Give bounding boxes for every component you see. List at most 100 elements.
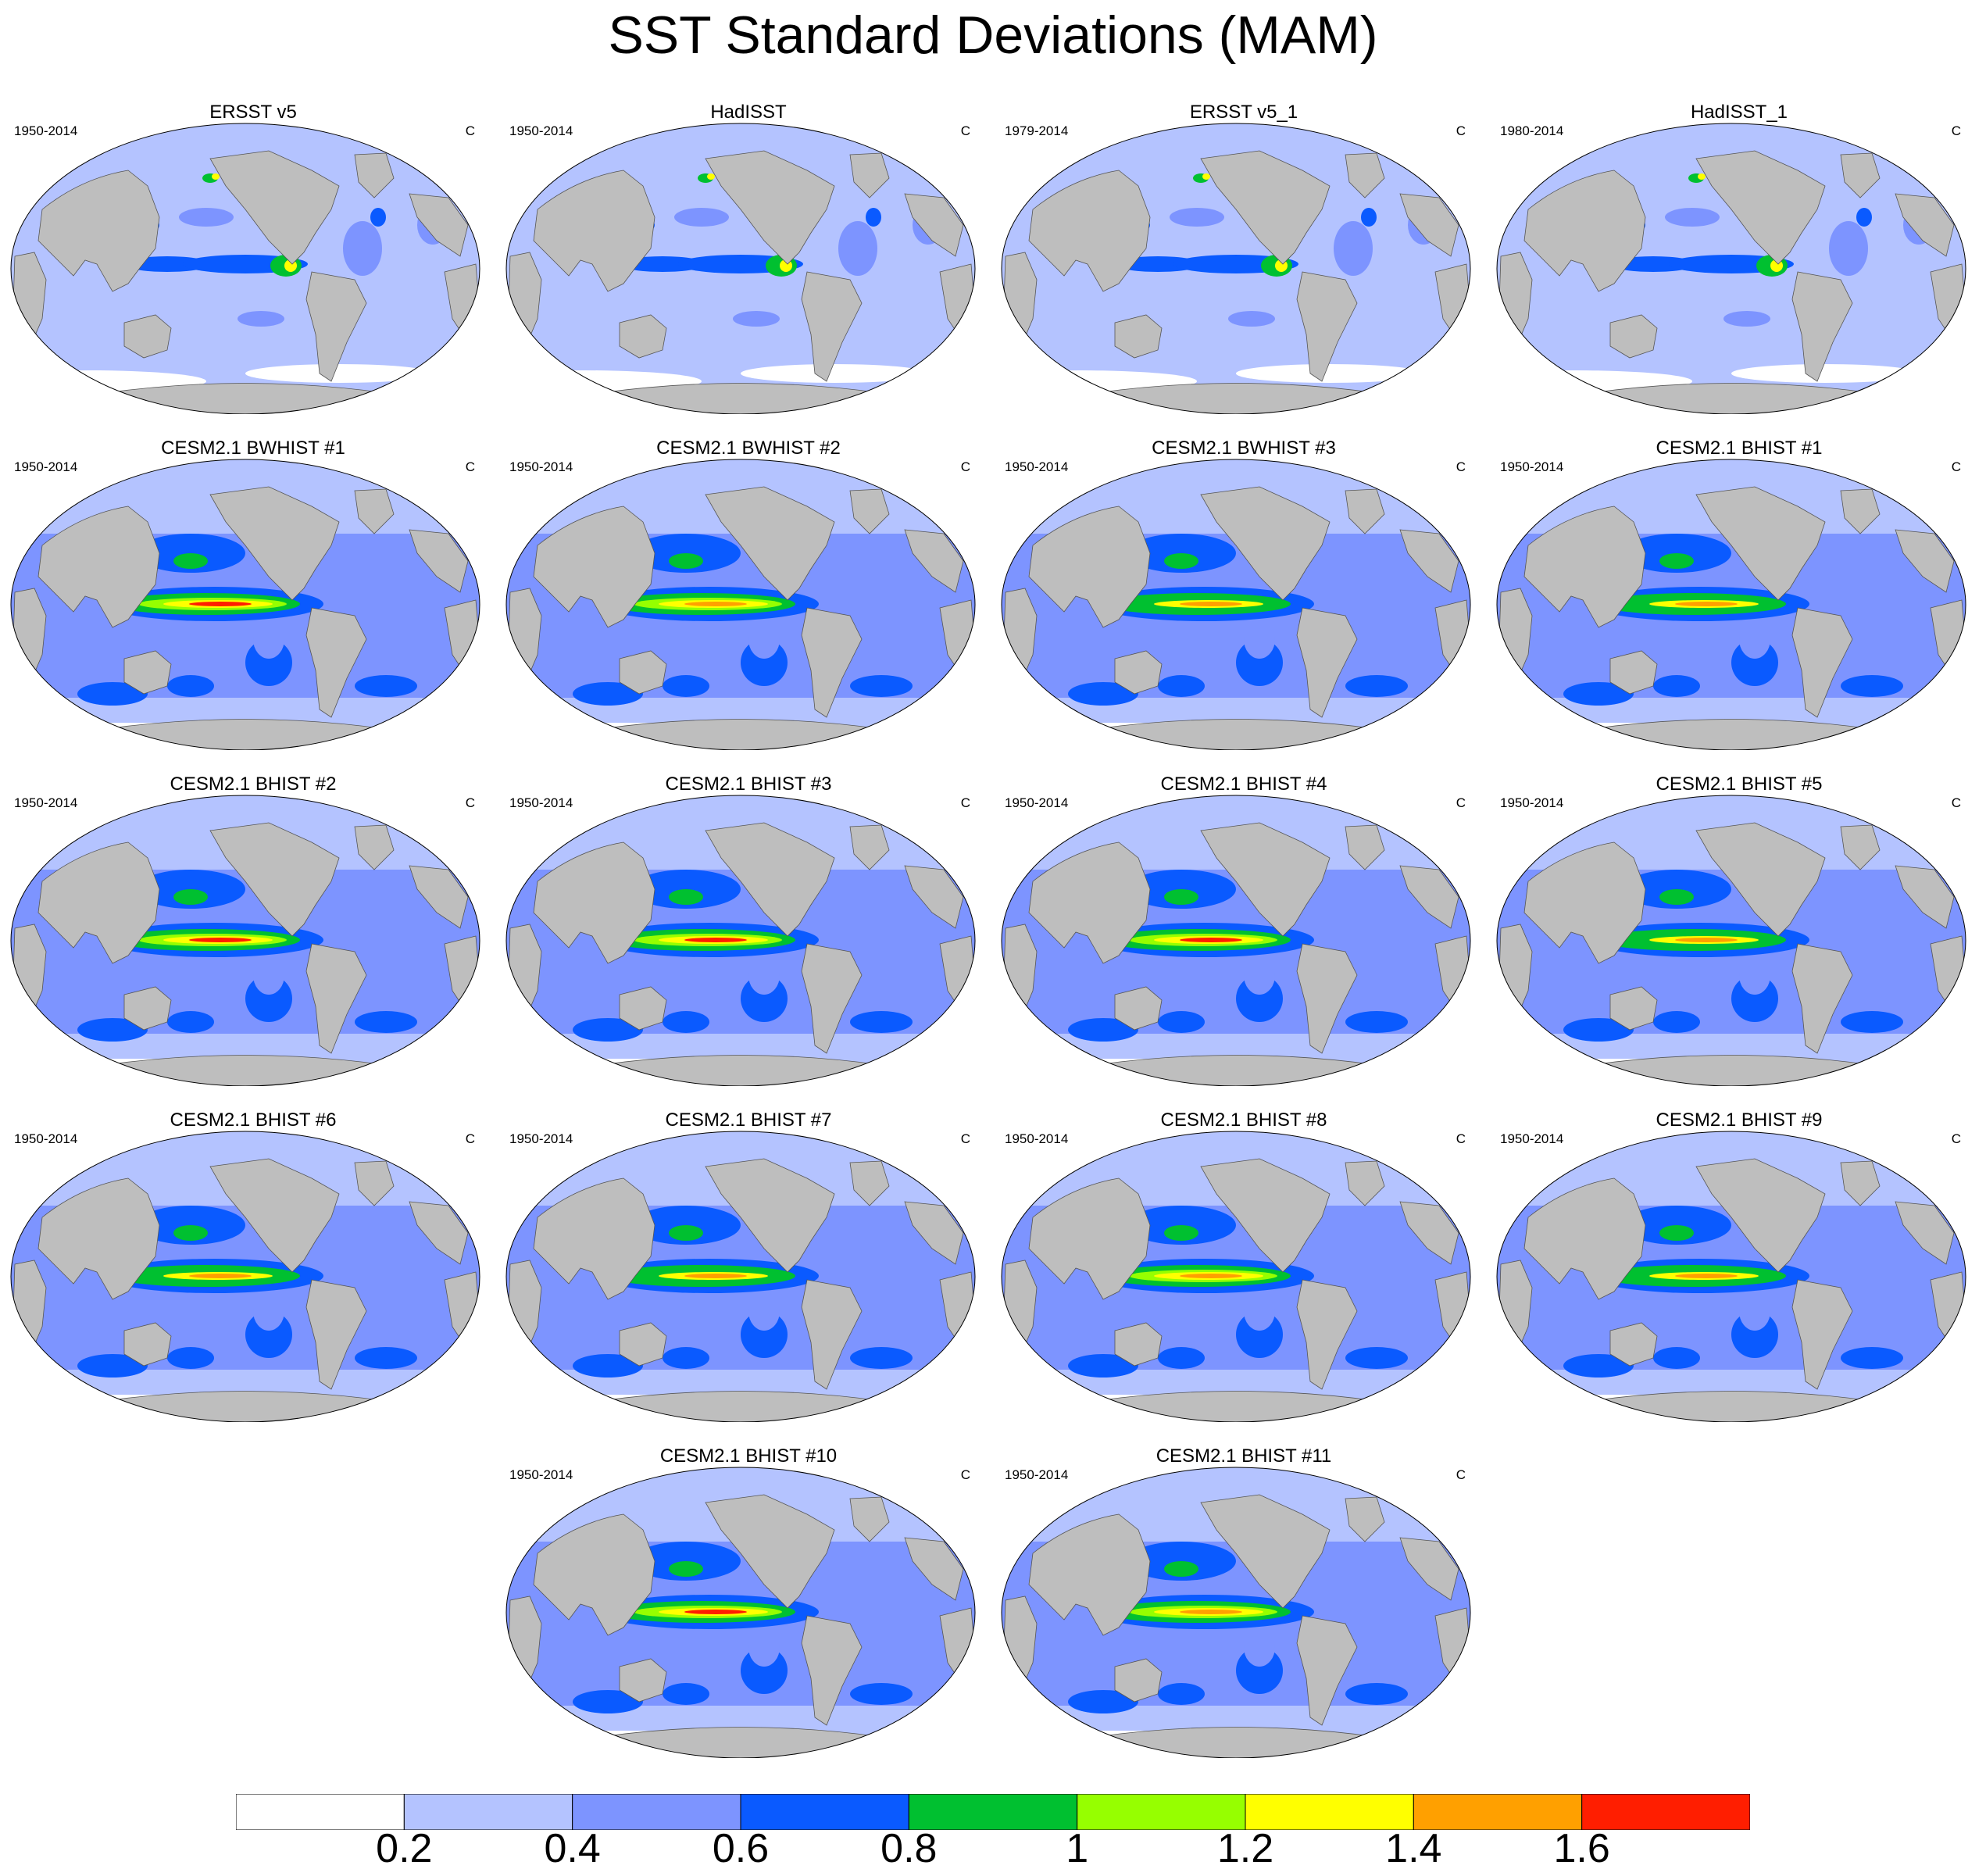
sst-contour bbox=[1841, 1347, 1903, 1369]
world-map bbox=[10, 1131, 480, 1422]
landmass bbox=[1028, 1177, 1151, 1300]
panel-period: 1980-2014 bbox=[1500, 123, 1564, 138]
world-map bbox=[1001, 459, 1471, 750]
panel-period: 1950-2014 bbox=[1005, 1131, 1069, 1146]
panel-period: 1950-2014 bbox=[509, 1467, 573, 1482]
landmass bbox=[1791, 943, 1853, 1054]
landmass bbox=[1028, 1513, 1151, 1636]
sst-contour bbox=[1653, 675, 1700, 697]
sst-contour bbox=[167, 675, 214, 697]
sst-contour bbox=[167, 1011, 214, 1033]
panel-units: C bbox=[960, 795, 970, 810]
sst-contour bbox=[1675, 938, 1738, 942]
sst-contour bbox=[1563, 682, 1634, 706]
map-panel: CESM2.1 BHIST #9 1950-2014 C bbox=[1494, 1110, 1984, 1422]
map-border bbox=[1001, 459, 1471, 750]
world-map bbox=[10, 459, 480, 750]
sst-contour bbox=[1361, 208, 1377, 227]
sst-contour bbox=[1158, 1011, 1205, 1033]
sst-contour bbox=[573, 1354, 643, 1378]
landmass bbox=[1095, 719, 1377, 750]
panel-units: C bbox=[1951, 795, 1961, 810]
landmass bbox=[1345, 824, 1385, 870]
landmass bbox=[1095, 1727, 1377, 1758]
sst-contour bbox=[1228, 311, 1275, 327]
panel-title: CESM2.1 BHIST #10 bbox=[659, 1445, 838, 1467]
sst-contour bbox=[1841, 675, 1903, 697]
sst-contour bbox=[1164, 1225, 1198, 1241]
sst-contour bbox=[173, 1225, 208, 1241]
sst-contour bbox=[663, 1683, 709, 1705]
map-panel: CESM2.1 BHIST #11 1950-2014 C bbox=[998, 1445, 1489, 1758]
sst-contour bbox=[343, 221, 382, 276]
panel-period: 1950-2014 bbox=[1500, 1131, 1564, 1146]
landmass bbox=[1296, 271, 1358, 382]
landmass bbox=[38, 506, 160, 628]
landmass bbox=[1345, 1160, 1385, 1206]
panel-period: 1950-2014 bbox=[1500, 795, 1564, 810]
map-border bbox=[1496, 1131, 1966, 1422]
sst-contour bbox=[1731, 364, 1919, 383]
landmass bbox=[599, 719, 882, 750]
sst-contour bbox=[1068, 1018, 1138, 1042]
world-map bbox=[1001, 123, 1471, 414]
colorbar-swatch bbox=[403, 1794, 573, 1830]
map-panel: CESM2.1 BHIST #6 1950-2014 C bbox=[8, 1110, 498, 1422]
landmass bbox=[354, 152, 395, 198]
sst-contour bbox=[1202, 173, 1210, 180]
landmass bbox=[1609, 1322, 1658, 1367]
sst-contour bbox=[1739, 956, 1770, 995]
panel-period: 1950-2014 bbox=[1500, 459, 1564, 474]
landmass bbox=[305, 943, 367, 1054]
landmass bbox=[1200, 1494, 1331, 1609]
sst-contour bbox=[179, 208, 234, 227]
landmass bbox=[1296, 607, 1358, 718]
landmass bbox=[705, 1494, 835, 1609]
sst-contour bbox=[1158, 1347, 1205, 1369]
sst-contour bbox=[850, 1347, 913, 1369]
landmass bbox=[209, 1158, 340, 1273]
sst-contour bbox=[189, 938, 252, 942]
map-border bbox=[1496, 795, 1966, 1086]
landmass bbox=[599, 1055, 882, 1086]
colorbar-label: 1.6 bbox=[1553, 1826, 1610, 1871]
landmass bbox=[533, 1177, 655, 1300]
panel-title: CESM2.1 BHIST #4 bbox=[1160, 774, 1327, 795]
world-map bbox=[505, 123, 976, 414]
map-border bbox=[10, 1131, 480, 1422]
map-border bbox=[10, 795, 480, 1086]
sst-contour bbox=[1164, 553, 1198, 569]
colorbar-label: 0.2 bbox=[376, 1826, 433, 1871]
panel-units: C bbox=[465, 123, 475, 138]
panel-title: CESM2.1 BWHIST #1 bbox=[161, 438, 345, 459]
map-panel: CESM2.1 BWHIST #2 1950-2014 C bbox=[503, 438, 994, 750]
sst-contour bbox=[1829, 221, 1868, 276]
landmass bbox=[1114, 1658, 1163, 1703]
landmass bbox=[123, 986, 172, 1031]
sst-contour bbox=[1180, 1610, 1242, 1614]
sst-contour bbox=[355, 675, 417, 697]
landmass bbox=[1695, 486, 1826, 601]
colorbar-swatch bbox=[740, 1794, 909, 1830]
colorbar-swatch bbox=[1413, 1794, 1583, 1830]
landmass bbox=[533, 170, 655, 292]
landmass bbox=[1399, 865, 1459, 929]
landmass bbox=[409, 529, 469, 593]
landmass bbox=[849, 152, 890, 198]
sst-contour bbox=[1739, 1292, 1770, 1331]
landmass bbox=[1791, 1279, 1853, 1390]
map-border bbox=[505, 459, 976, 750]
landmass bbox=[209, 822, 340, 937]
panel-period: 1950-2014 bbox=[509, 1131, 573, 1146]
sst-contour bbox=[1653, 1011, 1700, 1033]
landmass bbox=[305, 607, 367, 718]
landmass bbox=[1399, 193, 1459, 257]
panel-units: C bbox=[465, 459, 475, 474]
sst-contour bbox=[1334, 221, 1373, 276]
map-panel: HadISST 1950-2014 C bbox=[503, 102, 994, 414]
panel-units: C bbox=[1951, 123, 1961, 138]
panel-units: C bbox=[960, 123, 970, 138]
sst-contour bbox=[663, 675, 709, 697]
landmass bbox=[1028, 170, 1151, 292]
sst-contour bbox=[850, 675, 913, 697]
